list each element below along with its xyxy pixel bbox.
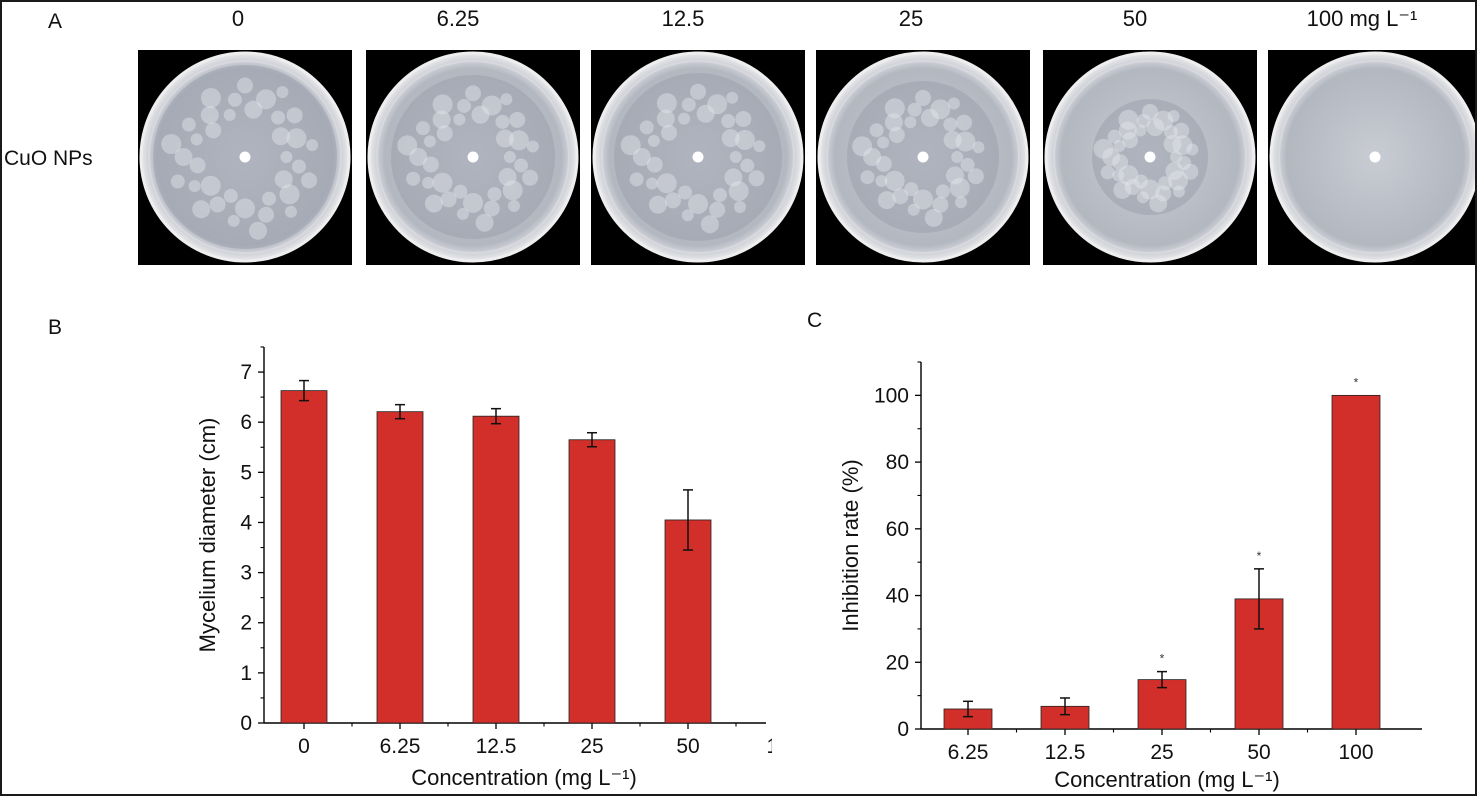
inoculum-plug <box>1369 151 1381 163</box>
panel-a-letter: A <box>48 10 63 33</box>
chart-b-mycelium-diameter: 0 1 2 3 4 5 6 7 0 6.25 12.5 25 50 100 Concentration (m… <box>195 346 772 790</box>
error-bar <box>963 700 973 718</box>
inoculum-plug <box>917 151 929 163</box>
error-bar <box>683 489 693 551</box>
petri-dish-photo <box>1268 50 1475 265</box>
x-tick-label: 6.25 <box>948 741 989 764</box>
panel-c-letter: C <box>807 309 823 332</box>
y-axis-title: Inhibition rate (%) <box>838 459 863 631</box>
y-tick-label: 20 <box>886 651 909 674</box>
y-tick-label: 4 <box>240 511 252 534</box>
x-tick-label: 12.5 <box>1045 741 1086 764</box>
inoculum-plug <box>467 151 479 163</box>
x-tick-label: 100 <box>1338 741 1373 764</box>
panel-b-letter: B <box>48 316 63 339</box>
x-tick-label: 12.5 <box>476 735 517 758</box>
error-bar <box>1254 568 1264 630</box>
y-tick-label: 7 <box>240 361 252 384</box>
y-axis-title: Mycelium diameter (cm) <box>195 418 220 653</box>
y-tick-label: 5 <box>240 461 252 484</box>
concentration-label: 50 <box>1122 6 1148 31</box>
significance-marker: * <box>1354 375 1359 389</box>
y-tick-label: 0 <box>897 718 909 741</box>
significance-marker: * <box>1160 652 1165 666</box>
bar <box>664 519 712 724</box>
chart-c-inhibition-rate: 0 20 40 60 80 100 6.25 12.5 25 * 50 * 100 * Concentrat… <box>838 361 1422 792</box>
y-tick-label: 0 <box>240 712 252 735</box>
row-label-cuo-nps: CuO NPs <box>4 147 93 170</box>
petri-dish-photo <box>591 50 805 265</box>
y-tick-label: 100 <box>874 384 909 407</box>
x-tick-label: 50 <box>676 735 699 758</box>
concentration-label: 25 <box>898 6 924 31</box>
inoculum-plug <box>692 151 704 163</box>
error-bar <box>1157 670 1167 689</box>
concentration-label: 100 mg L⁻¹ <box>1306 6 1418 31</box>
y-tick-label: 80 <box>886 451 909 474</box>
petri-dish-photo <box>138 50 352 265</box>
error-bar <box>587 431 597 448</box>
concentration-label: 12.5 <box>661 6 705 31</box>
inoculum-plug <box>1144 151 1156 163</box>
error-bar <box>299 379 309 402</box>
x-tick-label: 25 <box>1150 741 1173 764</box>
error-bar <box>491 407 501 425</box>
x-axis-title: Concentration (mg L⁻¹) <box>1054 767 1280 792</box>
x-tick-label: 0 <box>298 735 310 758</box>
y-tick-label: 3 <box>240 562 252 585</box>
error-bar <box>395 403 405 420</box>
bar <box>1331 394 1381 730</box>
petri-dish-photo <box>366 50 580 265</box>
y-tick-label: 2 <box>240 612 252 635</box>
bar <box>376 411 424 724</box>
bar <box>568 439 616 724</box>
x-tick-label: 6.25 <box>380 735 421 758</box>
concentration-label: 0 <box>231 6 245 31</box>
petri-dish-photo <box>816 50 1030 265</box>
y-tick-label: 1 <box>240 662 252 685</box>
error-bar <box>1060 697 1070 716</box>
petri-dish-photo <box>1043 50 1257 265</box>
x-tick-label: 50 <box>1247 741 1270 764</box>
y-tick-label: 40 <box>886 585 909 608</box>
concentration-label: 6.25 <box>436 6 480 31</box>
bar <box>472 415 520 724</box>
x-axis-title: Concentration (mg L⁻¹) <box>411 765 637 790</box>
bar <box>280 390 328 724</box>
x-tick-label: 100 <box>766 735 772 758</box>
significance-marker: * <box>1257 549 1262 563</box>
y-tick-label: 6 <box>240 411 252 434</box>
x-tick-label: 25 <box>580 735 603 758</box>
inoculum-plug <box>239 151 251 163</box>
y-tick-label: 60 <box>886 518 909 541</box>
